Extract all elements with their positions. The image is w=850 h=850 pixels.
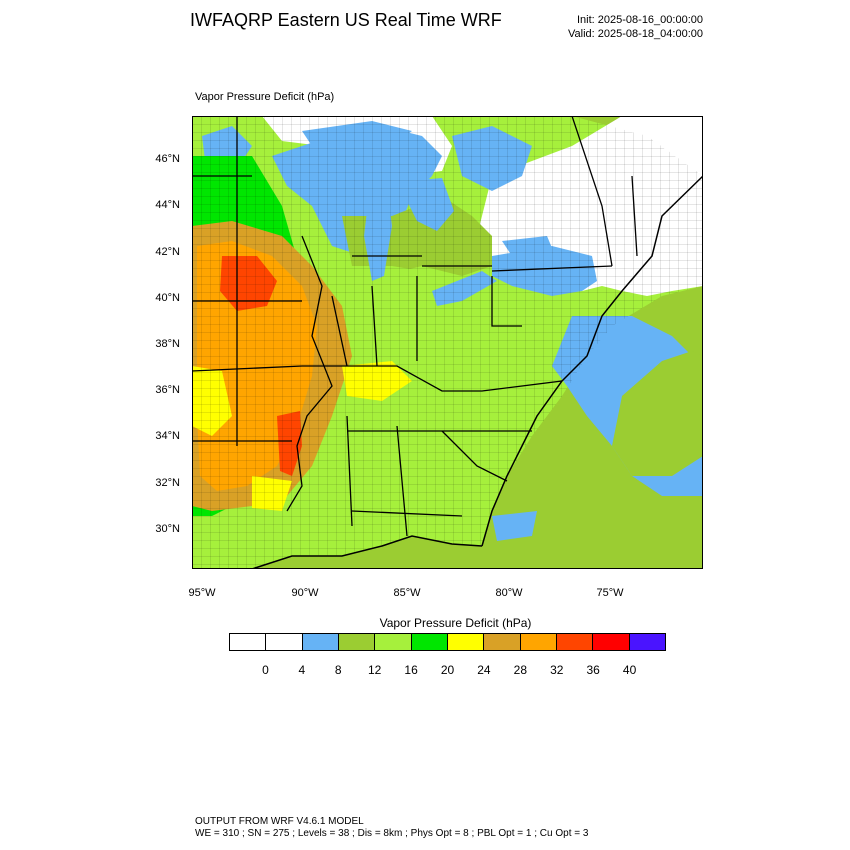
lon-label: 90°W — [291, 587, 319, 599]
colorbar-swatch — [302, 634, 339, 650]
lon-label: 95°W — [188, 587, 216, 599]
colorbar-swatch — [629, 634, 665, 650]
colorbar-swatch — [338, 634, 376, 650]
lat-label: 36°N — [155, 384, 180, 396]
colorbar-swatch — [484, 634, 521, 650]
lat-label: 34°N — [155, 430, 180, 442]
colorbar-swatch — [447, 634, 485, 650]
lat-label: 38°N — [155, 338, 180, 350]
lat-label: 40°N — [155, 292, 180, 304]
colorbar-swatch — [556, 634, 594, 650]
run-time-info: Init: 2025-08-16_00:00:00 Valid: 2025-08… — [500, 13, 703, 41]
colorbar-swatch — [375, 634, 412, 650]
footer-line-2: WE = 310 ; SN = 275 ; Levels = 38 ; Dis … — [195, 828, 589, 839]
atlantic-olive-area — [612, 351, 703, 476]
lon-label: 85°W — [393, 587, 421, 599]
model-footer: OUTPUT FROM WRF V4.6.1 MODEL WE = 310 ; … — [195, 816, 588, 840]
colorbar-tick-label: 16 — [404, 663, 418, 677]
lat-label: 32°N — [155, 477, 180, 489]
footer-line-1: OUTPUT FROM WRF V4.6.1 MODEL — [195, 816, 364, 827]
lat-label: 30°N — [155, 523, 180, 535]
legend-title: Vapor Pressure Deficit (hPa) — [379, 616, 532, 630]
colorbar-swatch — [520, 634, 557, 650]
lat-label: 44°N — [155, 199, 180, 211]
map-border — [192, 116, 703, 569]
lat-label: 46°N — [155, 153, 180, 165]
colorbar-swatch — [593, 634, 630, 650]
colorbar-tick-label: 12 — [367, 663, 382, 677]
valid-time: Valid: 2025-08-18_04:00:00 — [568, 28, 703, 40]
colorbar-tick-label: 20 — [440, 663, 455, 677]
lat-label: 42°N — [155, 246, 180, 258]
init-time: Init: 2025-08-16_00:00:00 — [577, 14, 703, 26]
lon-label: 75°W — [596, 587, 624, 599]
state-boundaries — [192, 116, 638, 537]
colorbar-tick-label: 8 — [334, 663, 342, 677]
vpd-map — [192, 116, 703, 569]
colorbar — [229, 633, 666, 651]
colorbar-tick-label: 24 — [477, 663, 491, 677]
colorbar-tick-label: 4 — [298, 663, 306, 677]
colorbar-swatch — [411, 634, 448, 650]
colorbar-swatch — [266, 634, 303, 650]
colorbar-tick-label: 0 — [262, 663, 269, 677]
map-canvas — [192, 116, 703, 569]
county-boundaries — [192, 116, 703, 569]
field-label: Vapor Pressure Deficit (hPa) — [195, 91, 335, 103]
colorbar-tick-label: 28 — [513, 663, 527, 677]
coastlines — [251, 175, 703, 569]
plot-title: IWFAQRP Eastern US Real Time WRF — [190, 10, 502, 30]
colorbar-tick-label: 32 — [550, 663, 564, 677]
colorbar-tick-label: 36 — [586, 663, 600, 677]
colorbar-tick-label: 40 — [622, 663, 637, 677]
colorbar-swatch — [230, 634, 267, 650]
lon-label: 80°W — [495, 587, 523, 599]
